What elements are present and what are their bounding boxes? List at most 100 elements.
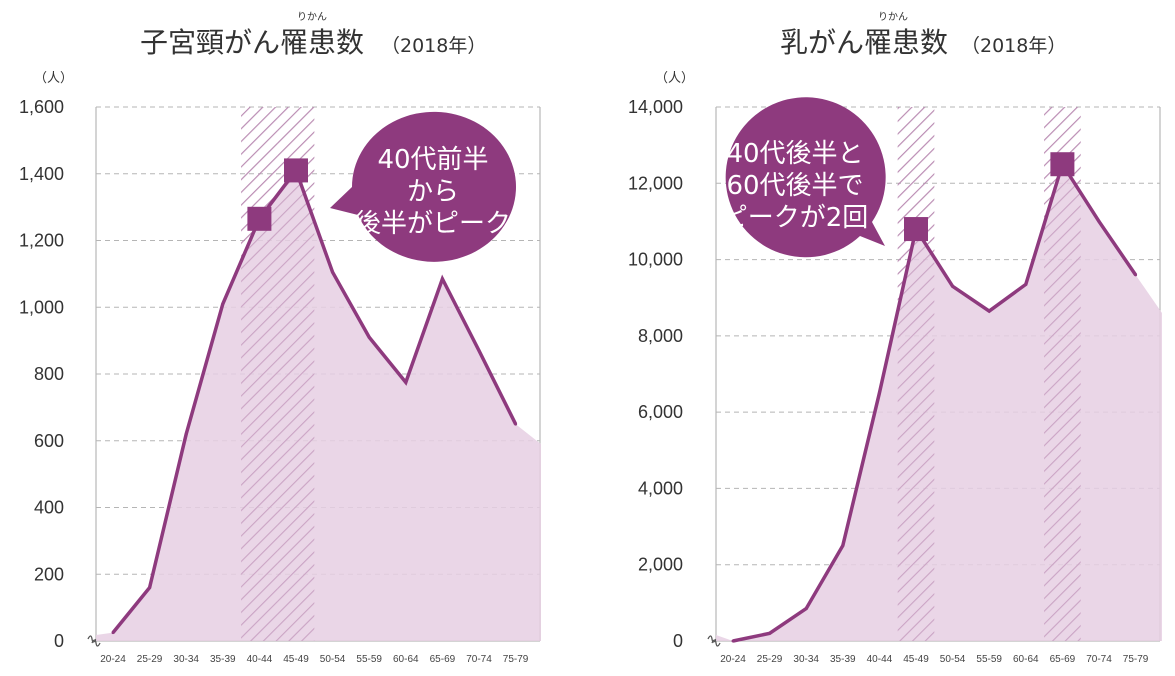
y-tick-label: 200 [34,564,64,584]
chart1-callout-line2: から [407,177,459,207]
y-tick-label: 0 [673,631,683,651]
chart-cervical: 子宮頸がん罹患数 （2018年） りかん （人） 0 200 400 600 800 1,… [19,11,541,665]
chart2-title-ruby: りかん [878,11,908,23]
x-tick-label: 30-34 [793,654,819,665]
chart2-peak-markers [904,152,1075,242]
series-line [111,166,518,634]
x-tick-label: 70-74 [466,654,492,665]
data-point-50-54 [951,284,955,288]
chart2-callout-line3: ピークが2回 [722,203,869,233]
data-point-60-64 [1024,282,1028,286]
data-point-40-44 [877,391,881,395]
peak-marker-45-49 [904,217,928,242]
chart1-unit: （人） [34,71,73,86]
x-tick-label: 20-24 [720,654,746,665]
highlight-band-overlay [1044,107,1081,641]
data-point-55-59 [987,309,991,313]
peak-marker-40-44 [247,206,272,231]
x-tick-label: 60-64 [1013,654,1039,665]
chart1-area [96,107,541,641]
data-point-20-24 [731,639,735,643]
x-tick-label: 35-39 [830,654,856,665]
x-tick-label: 65-69 [430,654,456,665]
y-tick-label: 1,400 [19,164,64,184]
y-tick-label: 12,000 [628,173,683,193]
x-tick-label: 40-44 [867,654,893,665]
y-tick-label: 800 [34,364,64,384]
y-tick-label: 10,000 [628,250,683,270]
x-tick-label: 20-24 [100,654,126,665]
data-point-25-29 [148,586,152,590]
peak-marker-45-49 [284,158,308,183]
chart2-callout-line2: 60代後半で [726,171,863,201]
x-tick-label: 50-54 [940,654,966,665]
y-tick-label: 400 [34,498,64,518]
x-tick-label: 75-79 [1123,654,1149,665]
x-tick-label: 55-59 [976,654,1002,665]
axis-break-mark [707,635,721,647]
x-tick-label: 70-74 [1086,654,1112,665]
x-tick-label: 25-29 [137,654,163,665]
data-point-35-39 [221,302,225,306]
chart2-title-suffix: （2018年） [961,35,1066,57]
highlight-band-overlay [241,107,278,641]
y-tick-label: 6,000 [638,402,683,422]
data-point-30-34 [804,607,808,611]
chart2-callout-bubble [725,97,886,258]
data-point-50-54 [331,270,335,274]
y-tick-label: 1,200 [19,231,64,251]
x-tick-label: 30-34 [173,654,199,665]
y-tick-label: 4,000 [638,478,683,498]
chart1-callout-line1: 40代前半 [377,145,488,175]
chart1-title-ruby: りかん [297,11,327,23]
data-point-30-34 [184,432,188,436]
data-point-35-39 [841,544,845,548]
x-tick-label: 75-79 [503,654,529,665]
chart1-callout-bubble [330,111,516,262]
y-tick-label: 0 [54,631,64,651]
axis-break-mark [87,635,101,647]
chart2-callout-line1: 40代後半と [726,139,863,169]
x-tick-label: 60-64 [393,654,419,665]
chart1-x-axis: 20-24 25-29 30-34 35-39 40-44 45-49 50-54 55-59… [100,654,529,665]
y-tick-label: 600 [34,431,64,451]
chart1-title-suffix: （2018年） [381,35,486,57]
chart1-callout: 40代前半 から 後半がピーク [330,111,516,262]
chart2-y-axis: 0 2,000 4,000 6,000 8,000 10,000 12,000 14,000 [628,97,683,651]
data-point-55-59 [367,335,371,339]
chart2-title: 乳がん罹患数 [780,26,948,59]
data-point-70-74 [477,349,481,353]
data-point-75-79 [1134,273,1138,277]
x-tick-label: 40-44 [247,654,273,665]
x-tick-label: 35-39 [210,654,236,665]
chart2-unit: （人） [655,71,694,86]
chart2-callout: 40代後半と 60代後半で ピークが2回 [722,97,886,258]
area-fill [96,170,541,641]
y-tick-label: 1,000 [19,297,64,317]
chart-breast: 乳がん罹患数 （2018年） りかん （人） 0 2,000 4,000 6,000 8… [628,11,1162,665]
x-tick-label: 45-49 [283,654,309,665]
x-tick-label: 25-29 [757,654,783,665]
data-point-75-79 [514,422,518,426]
y-tick-label: 8,000 [638,326,683,346]
x-tick-label: 45-49 [903,654,929,665]
chart2-area [716,107,1162,643]
chart1-title: 子宮頸がん罹患数 [140,26,364,59]
x-tick-label: 50-54 [320,654,346,665]
peak-marker-65-69 [1050,152,1075,177]
y-tick-label: 1,600 [19,97,64,117]
data-point-60-64 [404,380,408,384]
highlight-band-overlay [897,107,935,641]
chart1-callout-line3: 後半がピーク [355,209,511,239]
y-tick-label: 2,000 [638,555,683,575]
x-tick-label: 55-59 [356,654,382,665]
chart2-x-axis: 20-24 25-29 30-34 35-39 40-44 45-49 50-54 55-59… [720,654,1149,665]
chart1-peak-markers [247,158,308,231]
data-point-70-74 [1097,219,1101,223]
highlight-band-overlay [277,107,315,641]
chart1-y-axis: 0 200 400 600 800 1,000 1,200 1,400 1,600 [19,97,64,651]
x-tick-label: 65-69 [1050,654,1076,665]
y-tick-label: 14,000 [628,97,683,117]
data-point-20-24 [111,631,115,635]
